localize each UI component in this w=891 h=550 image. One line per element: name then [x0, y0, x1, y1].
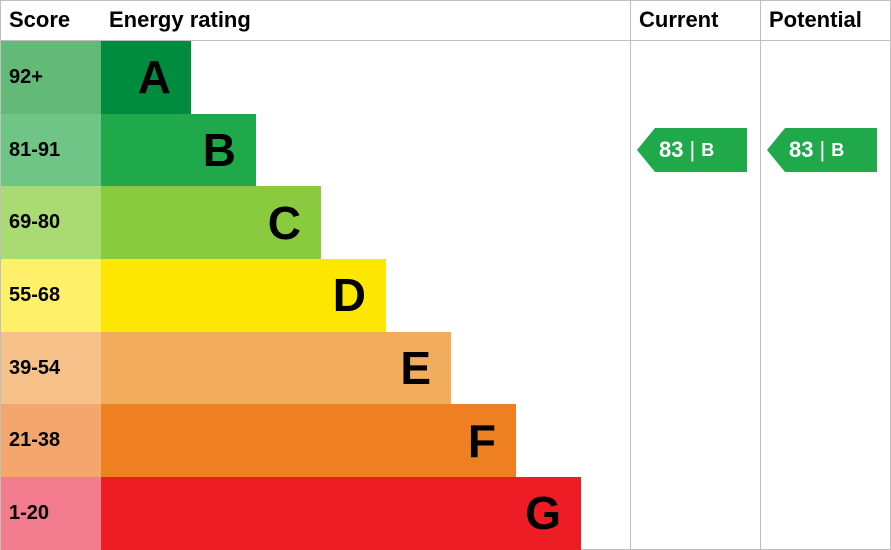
rating-arrow-current: 83| B — [637, 128, 747, 172]
current-column-cell — [630, 404, 760, 477]
arrow-separator: | — [689, 137, 695, 163]
rating-rows: 92+A81-91B83|B83|B69-80C55-68D39-54E21-3… — [1, 41, 890, 550]
score-range: 55-68 — [1, 259, 101, 332]
current-column-cell — [630, 332, 760, 405]
rating-row-d: 55-68 D — [1, 259, 890, 332]
bar-area: F — [101, 404, 630, 477]
current-column-cell — [630, 477, 760, 550]
bar-area: A — [101, 41, 630, 114]
potential-column-cell: 83| B — [760, 114, 890, 187]
score-range: 1-20 — [1, 477, 101, 550]
rating-row-g: 1-20 G — [1, 477, 890, 550]
rating-row-b: 81-91B83|B83|B — [1, 114, 890, 187]
potential-column-cell — [760, 404, 890, 477]
potential-column-cell — [760, 41, 890, 114]
rating-letter: D — [333, 272, 386, 318]
bar-area: E — [101, 332, 630, 405]
arrow-letter-potential: B — [831, 140, 844, 161]
rating-bar-g: G — [101, 477, 581, 550]
header-current: Current — [630, 1, 760, 40]
arrow-score-current: 83 — [659, 137, 683, 163]
current-column-cell: 83| B — [630, 114, 760, 187]
score-range: 21-38 — [1, 404, 101, 477]
rating-letter: A — [138, 54, 191, 100]
rating-bar-d: D — [101, 259, 386, 332]
score-range: 81-91 — [1, 114, 101, 187]
header-potential: Potential — [760, 1, 890, 40]
bar-area: D — [101, 259, 630, 332]
potential-column-cell — [760, 477, 890, 550]
rating-bar-f: F — [101, 404, 516, 477]
rating-letter: E — [400, 345, 451, 391]
score-range: 92+ — [1, 41, 101, 114]
potential-column-cell — [760, 186, 890, 259]
rating-row-a: 92+ A — [1, 41, 890, 114]
header-row: Score Energy rating Current Potential — [1, 1, 890, 41]
potential-column-cell — [760, 259, 890, 332]
rating-bar-c: C — [101, 186, 321, 259]
bar-area: B — [101, 114, 630, 187]
header-rating: Energy rating — [101, 1, 630, 40]
score-range: 69-80 — [1, 186, 101, 259]
energy-rating-chart: Score Energy rating Current Potential 92… — [0, 0, 891, 550]
potential-column-cell — [760, 332, 890, 405]
rating-bar-a: A — [101, 41, 191, 114]
current-column-cell — [630, 259, 760, 332]
rating-row-e: 39-54 E — [1, 332, 890, 405]
rating-letter: B — [203, 127, 256, 173]
rating-bar-e: E — [101, 332, 451, 405]
rating-letter: C — [268, 200, 321, 246]
arrow-score-potential: 83 — [789, 137, 813, 163]
rating-letter: F — [468, 418, 516, 464]
rating-row-f: 21-38 F — [1, 404, 890, 477]
rating-bar-b: B — [101, 114, 256, 187]
current-column-cell — [630, 186, 760, 259]
bar-area: C — [101, 186, 630, 259]
bar-area: G — [101, 477, 630, 550]
score-range: 39-54 — [1, 332, 101, 405]
current-column-cell — [630, 41, 760, 114]
rating-row-c: 69-80 C — [1, 186, 890, 259]
header-score: Score — [1, 1, 101, 40]
arrow-letter-current: B — [701, 140, 714, 161]
rating-arrow-potential: 83| B — [767, 128, 877, 172]
arrow-separator: | — [819, 137, 825, 163]
rating-letter: G — [525, 490, 581, 536]
